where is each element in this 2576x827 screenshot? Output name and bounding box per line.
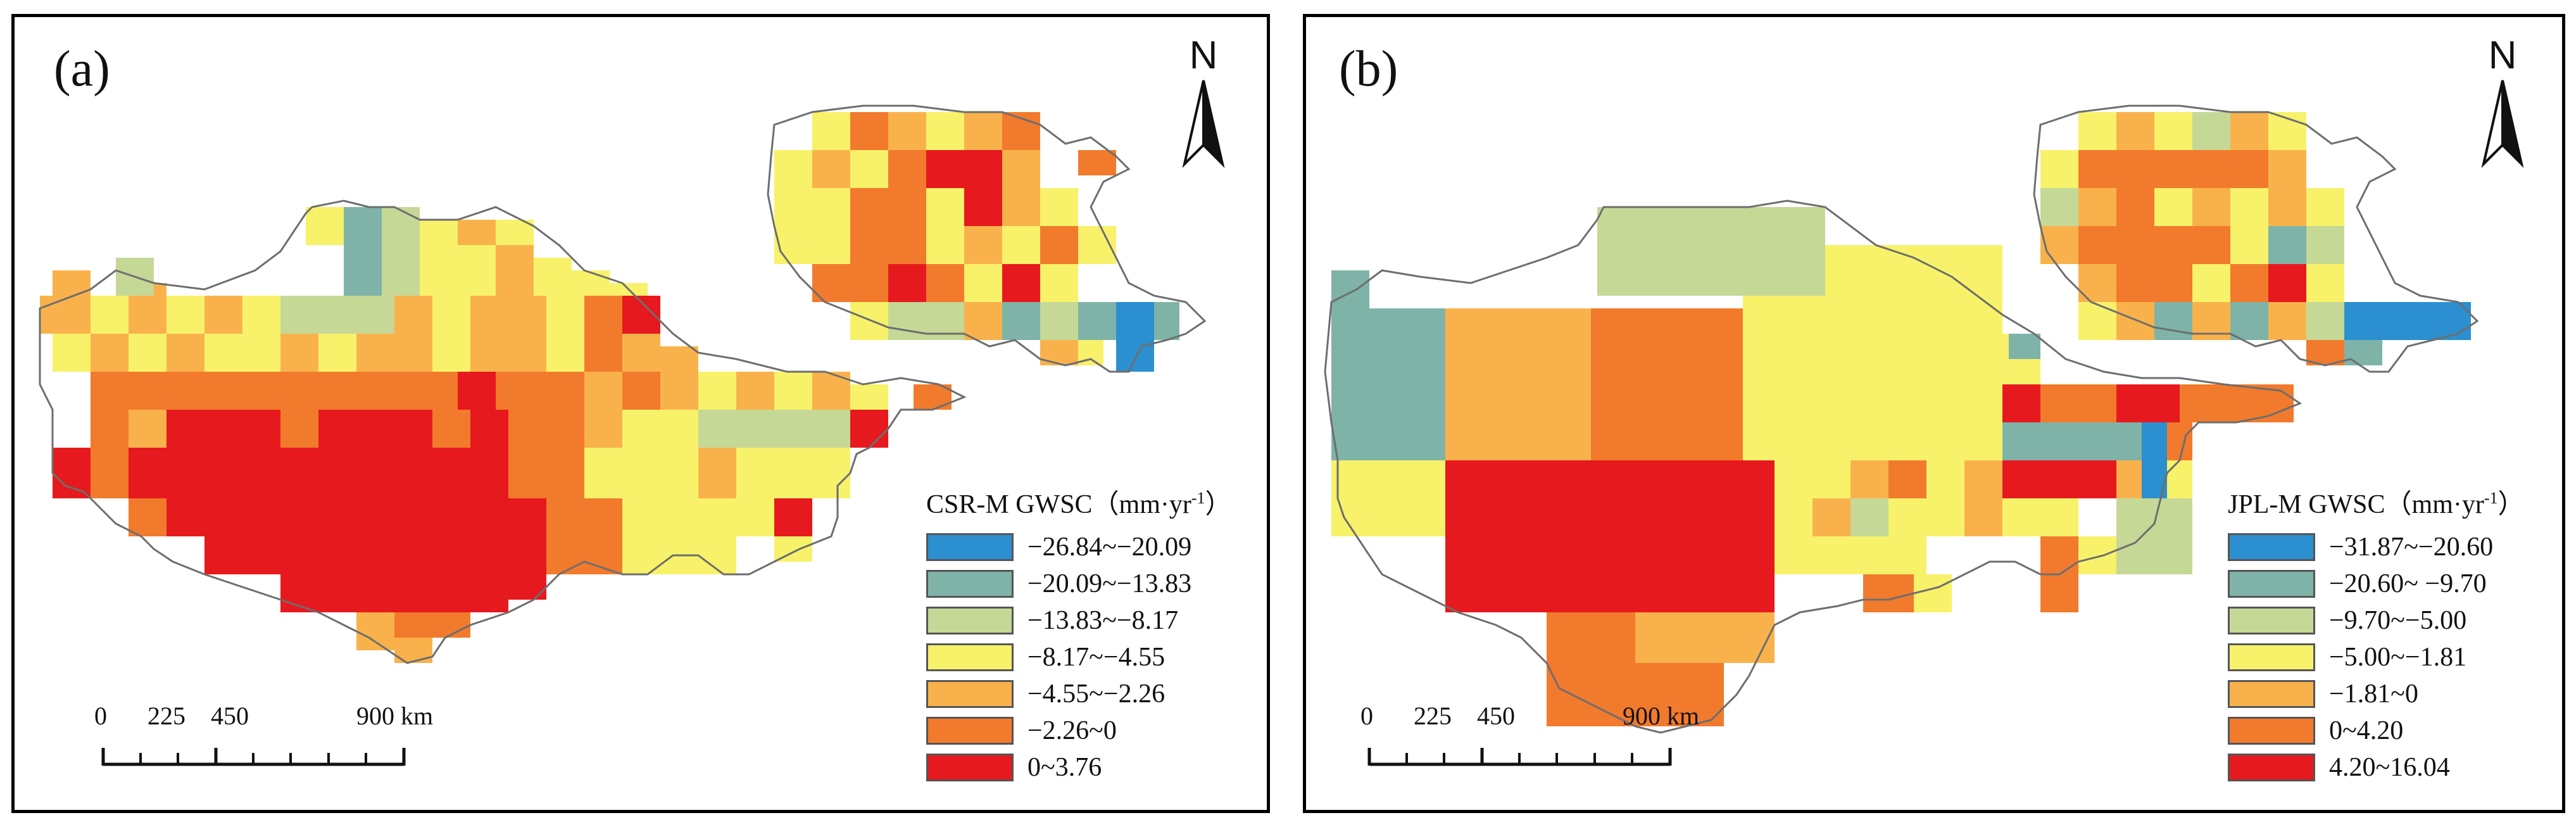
legend-label: −4.55~−2.26 [1027,679,1165,709]
legend-swatch [2228,643,2315,671]
legend-swatch [2228,680,2315,708]
scale-tick-225: 225 [148,702,185,730]
legend-label: −8.17~−4.55 [1027,643,1165,672]
legend-label: −13.83~−8.17 [1027,606,1179,635]
north-label: N [1189,34,1218,77]
scale-bar: 0 225 450 900 km [78,701,434,777]
legend-label: 0~3.76 [1027,753,1102,782]
legend-label: −20.09~−13.83 [1027,569,1192,598]
scale-tick-900: 900 km [356,702,434,730]
legend-item: −31.87~−20.60 [2228,529,2525,565]
scale-tick-0: 0 [94,702,107,730]
panel-label: (b) [1339,41,1398,97]
legend-swatch [2228,717,2315,745]
legend-label: −20.60~ −9.70 [2329,569,2487,598]
legend-item: −1.81~0 [2228,676,2525,712]
legend-label: −31.87~−20.60 [2329,533,2494,562]
legend-item: 0~3.76 [926,749,1232,786]
gwsc-grid-map-a [39,104,1207,664]
north-label: N [2488,34,2517,77]
legend-item: 4.20~16.04 [2228,749,2525,786]
legend-swatch [926,533,1014,561]
legend-item: −4.55~−2.26 [926,676,1232,712]
legend-swatch [926,607,1014,634]
north-arrow-icon [2481,80,2524,168]
legend-label: −26.84~−20.09 [1027,533,1192,562]
legend-swatch [926,643,1014,671]
legend-label: −5.00~−1.81 [2329,643,2467,672]
legend-label: 0~4.20 [2329,716,2404,745]
scale-tick-900: 900 km [1623,702,1700,730]
legend-item: −2.26~0 [926,712,1232,749]
scale-tick-0: 0 [1360,702,1373,730]
legend: CSR-M GWSC（mm·yr-1） −26.84~−20.09 −20.09… [926,483,1232,786]
north-arrow: N [1165,36,1241,174]
north-arrow-icon [1182,80,1225,168]
scale-bar-graphic [101,748,406,766]
basin-boundaries [39,104,1207,664]
legend-item: −26.84~−20.09 [926,529,1232,565]
grid-cells-west [1331,207,2294,726]
gwsc-grid-map-b [1324,104,2479,734]
legend-item: −9.70~−5.00 [2228,602,2525,639]
legend-item: −8.17~−4.55 [926,639,1232,676]
map-panel-a: (a) [11,14,1270,813]
scale-tick-225: 225 [1414,702,1452,730]
legend-label: −2.26~0 [1027,716,1117,745]
north-arrow: N [2465,36,2541,174]
legend-label: −9.70~−5.00 [2329,606,2467,635]
legend-swatch [2228,533,2315,561]
legend-swatch [926,717,1014,745]
grid-cells-northeast [2040,112,2471,365]
legend-swatch [926,680,1014,708]
legend-swatch [926,754,1014,781]
legend-swatch [926,570,1014,598]
legend-title: JPL-M GWSC（mm·yr-1） [2228,489,2525,519]
legend-label: −1.81~0 [2329,679,2418,709]
legend-label: 4.20~16.04 [2329,753,2450,782]
legend-item: −5.00~−1.81 [2228,639,2525,676]
scale-tick-450: 450 [211,702,249,730]
legend-item: −13.83~−8.17 [926,602,1232,639]
panel-label: (a) [54,41,110,97]
map-panel-b: (b) [1303,14,2565,813]
legend-swatch [2228,607,2315,634]
legend-item: −20.60~ −9.70 [2228,565,2525,602]
legend-item: 0~4.20 [2228,712,2525,749]
legend-swatch [2228,754,2315,781]
scale-tick-450: 450 [1477,702,1515,730]
legend-swatch [2228,570,2315,598]
legend-title: CSR-M GWSC（mm·yr-1） [926,489,1232,519]
legend: JPL-M GWSC（mm·yr-1） −31.87~−20.60 −20.60… [2228,483,2525,786]
basin-boundaries [1324,104,2479,734]
legend-item: −20.09~−13.83 [926,565,1232,602]
scale-bar: 0 225 450 900 km [1344,701,1699,777]
grid-cells-northeast [774,112,1179,372]
scale-bar-graphic [1367,748,1672,766]
